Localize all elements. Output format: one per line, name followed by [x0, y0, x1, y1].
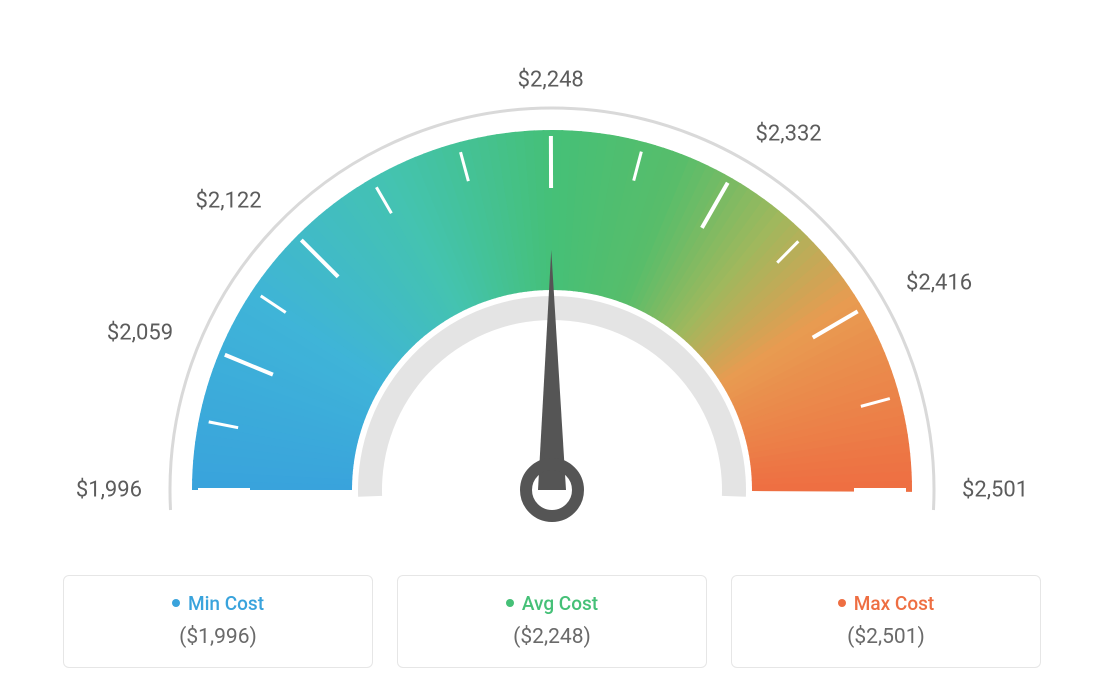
dot-icon	[506, 599, 514, 607]
legend-max-card: Max Cost ($2,501)	[731, 575, 1041, 668]
gauge-tick-label: $2,059	[107, 321, 173, 346]
legend-avg-value: ($2,248)	[416, 625, 688, 649]
legend-min-label: Min Cost	[188, 592, 264, 615]
gauge-tick-label: $1,996	[76, 478, 142, 503]
legend-avg-title: Avg Cost	[416, 592, 688, 615]
gauge-tick-label: $2,501	[962, 478, 1028, 503]
legend-row: Min Cost ($1,996) Avg Cost ($2,248) Max …	[0, 575, 1104, 668]
legend-max-label: Max Cost	[854, 592, 934, 615]
gauge-tick-label: $2,122	[195, 188, 261, 213]
dot-icon	[838, 599, 846, 607]
gauge-chart: $1,996 $2,059 $2,122 $2,248 $2,332 $2,416 $2,5…	[42, 20, 1062, 560]
dot-icon	[172, 599, 180, 607]
legend-max-title: Max Cost	[750, 592, 1022, 615]
legend-min-value: ($1,996)	[82, 625, 354, 649]
legend-avg-label: Avg Cost	[522, 592, 598, 615]
legend-min-card: Min Cost ($1,996)	[63, 575, 373, 668]
gauge-tick-label: $2,332	[756, 122, 822, 147]
legend-avg-card: Avg Cost ($2,248)	[397, 575, 707, 668]
gauge-tick-label: $2,416	[906, 271, 972, 296]
gauge-tick-label: $2,248	[518, 68, 584, 93]
legend-min-title: Min Cost	[82, 592, 354, 615]
legend-max-value: ($2,501)	[750, 625, 1022, 649]
